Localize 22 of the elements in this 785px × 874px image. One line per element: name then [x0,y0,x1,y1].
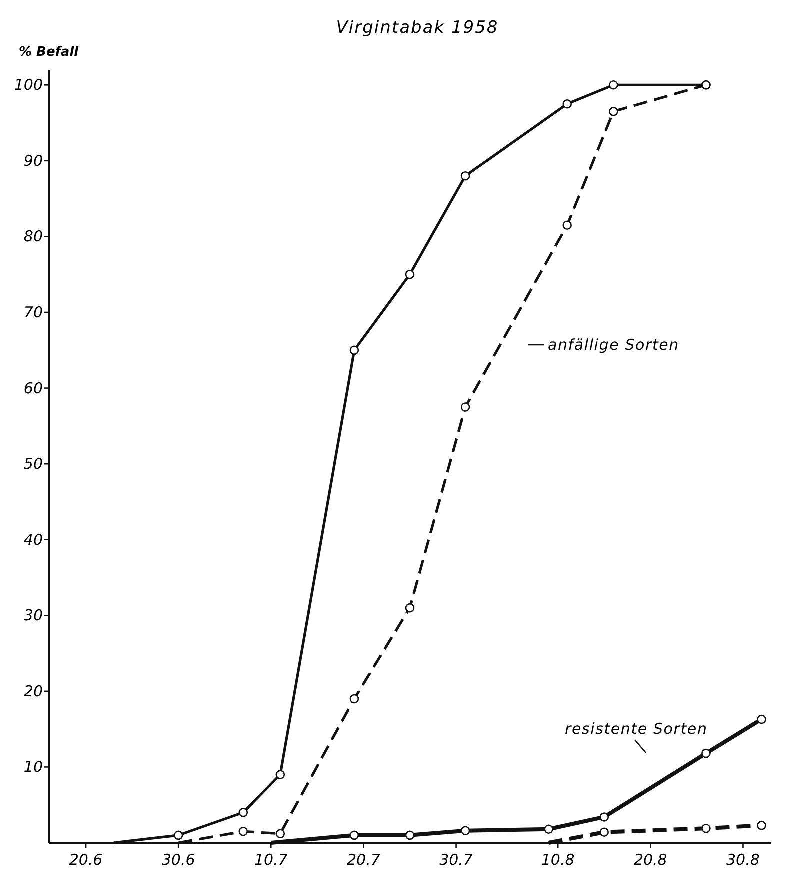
chart-title: Virgintabak 1958 [336,18,499,38]
x-tick-label: 20.8 [634,851,668,869]
x-tick-label: 30.7 [440,851,474,869]
y-tick-label: 90 [24,152,43,170]
y-axis-title: % Befall [19,45,80,60]
y-tick-label: 20 [24,682,43,700]
x-tick-label: 10.7 [254,851,288,869]
y-tick-label: 50 [24,455,43,474]
x-tick-label: 20.6 [69,851,103,869]
annotation: resistente Sorten [565,720,708,738]
y-tick-label: 10 [24,758,43,776]
x-tick-label: 10.8 [541,851,575,869]
x-tick-label: 20.7 [347,851,381,869]
x-tick-label: 30.8 [726,851,760,869]
x-tick-label: 30.6 [162,851,196,869]
y-tick-label: 70 [24,304,43,322]
y-tick-label: 80 [24,228,43,246]
y-tick-label: 40 [24,530,43,549]
y-tick-label: 30 [24,606,43,625]
y-tick-label: 60 [24,379,43,398]
annotation: anfällige Sorten [548,336,680,354]
y-tick-label: 100 [14,76,43,94]
